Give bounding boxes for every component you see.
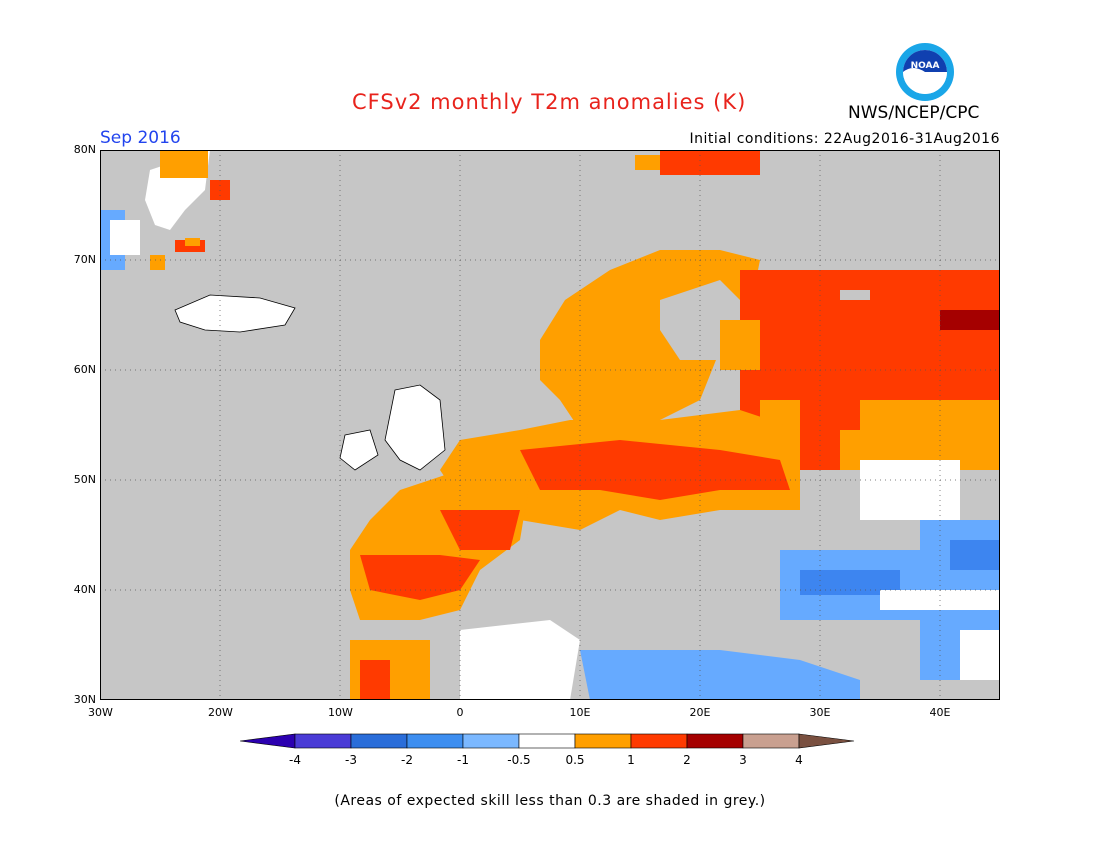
noaa-logo: NOAA [896,43,954,101]
lat-tick-label: 70N [73,253,96,266]
lon-tick-label: 30E [809,706,831,719]
lon-tick-label: 40E [929,706,951,719]
lon-tick-label: 10E [569,706,591,719]
colorbar-box [630,733,688,749]
eastern-mediterranean-region [780,460,1000,680]
colorbar-box [350,733,408,749]
lat-tick-label: 30N [73,693,96,706]
iceland-region [174,294,296,333]
central-europe-region [440,410,800,530]
colorbar-box [406,733,464,749]
colorbar-box [462,733,520,749]
forecast-month: Sep 2016 [100,128,181,148]
colorbar-label: 1 [627,753,635,767]
colorbar-label: 3 [739,753,747,767]
initial-conditions: Initial conditions: 22Aug2016-31Aug2016 [689,131,1000,147]
chart-title: CFSv2 monthly T2m anomalies (K) [352,90,747,114]
lat-tick-label: 50N [73,473,96,486]
colorbar-label: 4 [795,753,803,767]
colorbar-box [574,733,632,749]
colorbar-label: 0.5 [565,753,584,767]
colorbar-label: -2 [401,753,413,767]
lon-tick-label: 30W [88,706,113,719]
greenland-region [100,150,230,270]
colorbar-box [686,733,744,749]
graticule [100,150,1000,700]
agency-label: NWS/NCEP/CPC [848,103,980,123]
lat-tick-label: 40N [73,583,96,596]
logo-text: NOAA [911,61,940,71]
british-isles-region [339,384,446,471]
colorbar-label: 2 [683,753,691,767]
lon-tick-label: 20W [208,706,233,719]
colorbar-label: -4 [289,753,301,767]
colorbar-box [742,733,800,749]
colorbar: -4 -3 -2 -1 -0.5 0.5 1 2 3 4 [240,733,855,767]
anomaly-map [100,150,1000,700]
colorbar-low-arrow [240,733,296,749]
colorbar-high-arrow [798,733,855,749]
lat-tick-label: 60N [73,363,96,376]
lon-tick-label: 0 [456,706,464,719]
lon-tick-label: 20E [689,706,711,719]
lon-tick-label: 10W [328,706,353,719]
lat-tick-label: 80N [73,143,96,156]
colorbar-label: -3 [345,753,357,767]
colorbar-box [294,733,352,749]
colorbar-label: -0.5 [507,753,530,767]
colorbar-box [518,733,576,749]
svalbard-region [635,150,760,175]
colorbar-label: -1 [457,753,469,767]
skill-note: (Areas of expected skill less than 0.3 a… [334,793,766,809]
north-africa-region [350,620,860,700]
